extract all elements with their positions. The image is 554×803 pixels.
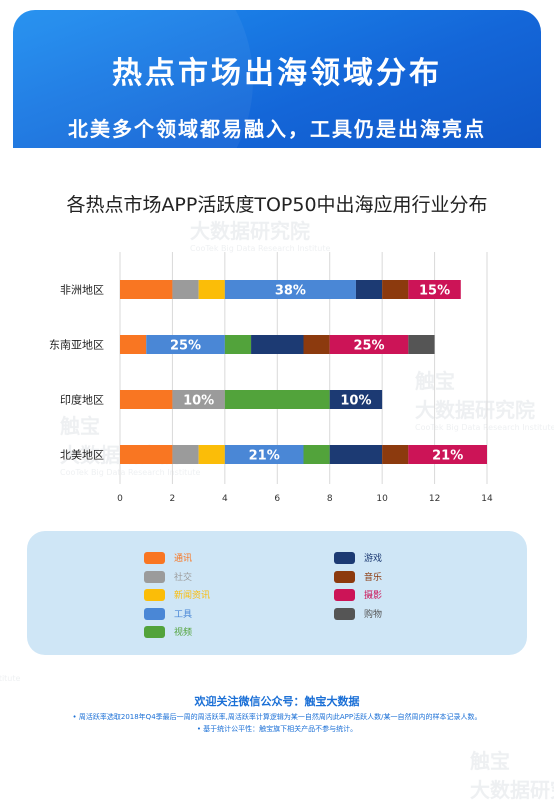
legend-label: 摄影 — [364, 591, 383, 601]
page-subtitle: 北美多个领域都易融入，工具仍是出海亮点 — [68, 117, 486, 141]
legend-swatch — [334, 570, 355, 583]
legend-label: 新闻资讯 — [174, 591, 211, 601]
legend-swatch — [144, 607, 165, 620]
x-tick-label: 6 — [274, 494, 280, 504]
bar-segment — [224, 390, 330, 409]
bar-segment — [198, 445, 225, 464]
watermark-4: 大数据研究院 CooTek Big Data Research Institut… — [0, 645, 20, 683]
bar-segment — [146, 335, 225, 354]
bar-segment — [303, 335, 330, 354]
x-tick-label: 8 — [327, 494, 333, 504]
follow-text: 欢迎关注微信公众号：触宝大数据 — [194, 695, 360, 708]
bar-segment — [120, 335, 147, 354]
x-tick-label: 4 — [222, 494, 228, 504]
data-label: 10% — [183, 394, 214, 409]
bar-segment — [224, 280, 356, 299]
legend-label: 购物 — [364, 609, 383, 620]
x-tick-label: 12 — [429, 494, 440, 504]
footnote-1: • 周活跃率选取2018年Q4季最后一周的周活跃率,周活跃率计算逻辑为某一自然周… — [72, 713, 482, 721]
bar-segment — [408, 280, 461, 299]
legend-swatch — [334, 552, 355, 564]
bar-segment — [120, 445, 173, 464]
bar-segment — [382, 445, 409, 464]
data-label: 38% — [275, 284, 306, 299]
x-tick-label: 14 — [481, 494, 493, 504]
legend-swatch — [144, 552, 165, 564]
category-label: 非洲地区 — [60, 284, 104, 297]
stacked-bar-chart: 0 2 4 6 8 10 12 14 非洲地区 38% 15% 东南亚地区 25% 25% 印度地区 10% 1… — [49, 252, 493, 504]
legend-label: 社交 — [174, 572, 193, 583]
x-tick-label: 10 — [376, 494, 388, 504]
x-tick-label: 2 — [170, 494, 176, 504]
data-label: 21% — [432, 449, 463, 464]
page-title: 热点市场出海领域分布 — [112, 56, 442, 91]
chart-title: 各热点市场APP活跃度TOP50中出海应用行业分布 — [66, 194, 488, 216]
legend-label: 音乐 — [364, 572, 383, 583]
legend-swatch — [334, 607, 355, 620]
legend-label: 通讯 — [174, 554, 193, 564]
watermark-brand: 触宝 — [470, 749, 510, 773]
category-label: 北美地区 — [60, 449, 104, 462]
legend-label: 工具 — [174, 609, 193, 620]
data-label: 10% — [340, 394, 371, 409]
footnote-2: • 基于统计公平性：触宝旗下相关产品不参与统计。 — [196, 725, 358, 733]
category-label: 东南亚地区 — [49, 339, 104, 352]
legend-swatch — [144, 589, 165, 601]
bar-segment — [172, 390, 225, 409]
bar-segment — [382, 280, 409, 299]
watermark-english: CooTek Big Data Research Institute — [0, 674, 21, 683]
bar-segment — [329, 335, 409, 354]
data-label: 15% — [419, 284, 450, 299]
bar-segment — [355, 280, 383, 299]
legend-label: 视频 — [174, 628, 193, 638]
legend-label: 游戏 — [364, 554, 383, 564]
bar-segment — [251, 335, 304, 354]
x-tick-label: 0 — [117, 494, 123, 504]
bar-segment — [224, 445, 304, 464]
data-label: 21% — [249, 449, 280, 464]
legend-swatch — [144, 626, 165, 638]
data-label: 25% — [353, 339, 384, 354]
legend-swatch — [144, 570, 165, 583]
bar-segment — [172, 280, 199, 299]
watermark-name: 大数据研究院 — [470, 778, 554, 802]
bar-segment — [303, 445, 330, 464]
bar-segment — [408, 445, 487, 464]
bar-segment — [198, 280, 225, 299]
bar-segment — [120, 390, 173, 409]
bar-segment — [329, 445, 383, 464]
watermark-name: 大数据研究院 — [0, 645, 20, 674]
bar-segment — [408, 335, 435, 354]
bar-segment — [120, 280, 173, 299]
category-label: 印度地区 — [60, 393, 104, 407]
legend: 通讯社交新闻资讯工具视频 游戏音乐摄影购物 — [27, 531, 527, 655]
bar-segment — [172, 445, 199, 464]
header-banner: 热点市场出海领域分布 北美多个领域都易融入，工具仍是出海亮点 — [13, 10, 541, 148]
data-label: 25% — [170, 339, 201, 354]
watermark-5: 触宝 大数据研究院 — [470, 745, 554, 803]
legend-swatch — [334, 589, 355, 601]
bar-segment — [329, 390, 383, 409]
bar-segment — [224, 335, 252, 354]
